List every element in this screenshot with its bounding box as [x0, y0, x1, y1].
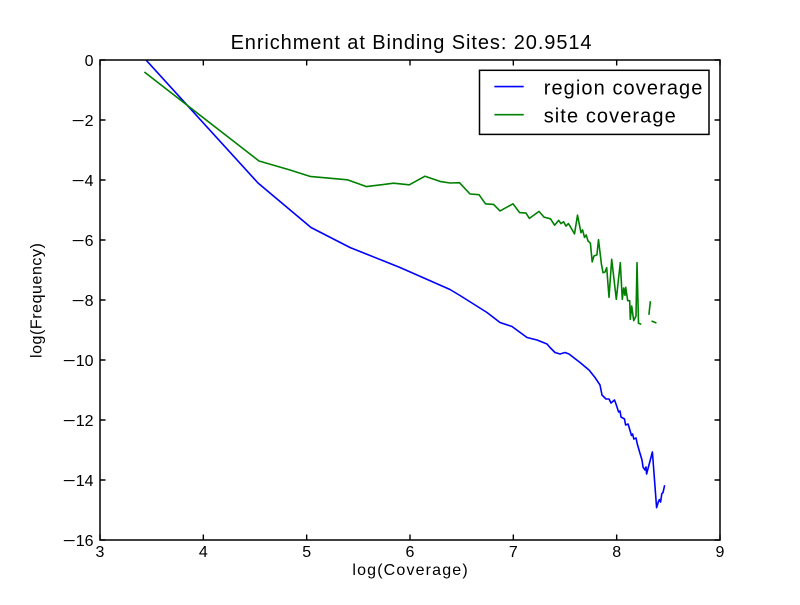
svg-text:Enrichment at Binding Sites: 2: Enrichment at Binding Sites: 20.9514: [231, 32, 593, 54]
svg-text:−8: −8: [72, 293, 94, 310]
svg-text:7: 7: [509, 544, 518, 561]
svg-text:8: 8: [612, 544, 621, 561]
svg-text:−4: −4: [72, 173, 94, 190]
svg-text:0: 0: [85, 53, 94, 70]
svg-text:−10: −10: [63, 353, 94, 370]
svg-text:log(Coverage): log(Coverage): [352, 562, 468, 579]
svg-text:−6: −6: [72, 233, 94, 250]
svg-text:region coverage: region coverage: [544, 77, 704, 99]
svg-text:site coverage: site coverage: [544, 105, 677, 127]
svg-text:3: 3: [96, 544, 105, 561]
svg-text:9: 9: [716, 544, 725, 561]
svg-text:−2: −2: [72, 113, 94, 130]
svg-text:−16: −16: [63, 533, 94, 550]
svg-text:5: 5: [302, 544, 311, 561]
svg-text:6: 6: [406, 544, 415, 561]
svg-text:log(Frequency): log(Frequency): [29, 243, 46, 358]
svg-text:4: 4: [199, 544, 208, 561]
svg-text:−14: −14: [63, 473, 94, 490]
svg-text:−12: −12: [63, 413, 94, 430]
